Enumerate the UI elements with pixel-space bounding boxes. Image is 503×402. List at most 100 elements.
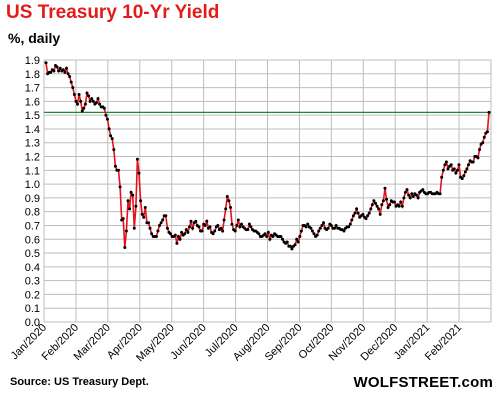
- data-point: [189, 219, 193, 223]
- data-point: [446, 167, 450, 171]
- data-point: [247, 222, 251, 226]
- data-point: [378, 212, 382, 216]
- data-point: [71, 86, 75, 90]
- data-point: [317, 229, 321, 233]
- data-point: [156, 229, 160, 233]
- data-point: [178, 237, 182, 241]
- data-point: [200, 229, 204, 233]
- y-tick-label: 0.4: [25, 262, 40, 274]
- data-point: [139, 199, 143, 203]
- data-point: [405, 188, 409, 192]
- data-point: [82, 106, 86, 110]
- data-point: [180, 230, 184, 234]
- data-point: [132, 226, 136, 230]
- data-point: [143, 206, 147, 209]
- data-point: [285, 240, 289, 244]
- data-point: [441, 168, 445, 172]
- data-point: [452, 167, 456, 171]
- y-tick-label: 1.9: [25, 55, 40, 67]
- data-point: [315, 233, 319, 237]
- data-point: [219, 226, 223, 230]
- data-point: [147, 221, 150, 225]
- data-point: [411, 195, 415, 198]
- data-point: [173, 233, 177, 237]
- data-point: [169, 232, 172, 236]
- data-point: [295, 237, 299, 241]
- data-point: [222, 218, 226, 222]
- data-point: [208, 225, 212, 229]
- data-point: [58, 66, 62, 70]
- data-point: [290, 247, 294, 251]
- data-point: [236, 218, 240, 222]
- data-point: [216, 224, 220, 227]
- data-point: [104, 113, 108, 117]
- data-point: [268, 237, 272, 241]
- data-point: [380, 203, 384, 207]
- data-point: [322, 221, 325, 225]
- data-point: [399, 200, 403, 204]
- data-point: [456, 168, 459, 172]
- data-point: [348, 222, 352, 226]
- data-point: [370, 203, 374, 207]
- data-point: [329, 224, 333, 227]
- data-point: [235, 224, 239, 227]
- data-point: [266, 230, 270, 234]
- data-point: [392, 200, 396, 204]
- data-point: [96, 97, 100, 101]
- data-point: [485, 130, 489, 134]
- data-point: [375, 204, 379, 208]
- data-point: [400, 204, 404, 208]
- data-point: [213, 229, 217, 233]
- data-point: [183, 232, 187, 236]
- data-point: [90, 97, 94, 101]
- data-point: [482, 135, 486, 139]
- data-point: [233, 229, 237, 233]
- data-point: [238, 225, 242, 229]
- data-point: [369, 207, 373, 211]
- data-point: [224, 207, 228, 211]
- data-point: [44, 61, 48, 65]
- data-point: [134, 204, 138, 208]
- y-tick-label: 1.3: [25, 138, 40, 150]
- data-point: [142, 215, 146, 219]
- data-point: [106, 117, 109, 121]
- data-point: [109, 134, 113, 138]
- y-tick-label: 1.7: [25, 83, 40, 95]
- data-point: [121, 217, 125, 221]
- data-point: [403, 190, 407, 194]
- source-note: Source: US Treasury Dept.: [10, 376, 149, 388]
- data-point: [184, 228, 188, 232]
- data-point: [333, 226, 336, 230]
- data-point: [388, 203, 392, 207]
- data-point: [229, 206, 232, 209]
- data-point: [91, 99, 95, 103]
- data-point: [74, 99, 78, 103]
- data-point: [158, 224, 161, 227]
- chart-title: US Treasury 10-Yr Yield: [6, 2, 220, 23]
- data-point: [110, 137, 114, 141]
- data-point: [281, 237, 284, 241]
- data-point: [102, 106, 106, 110]
- data-point: [63, 70, 67, 74]
- brand-logo-text: WOLFSTREET.com: [353, 374, 493, 391]
- data-point: [154, 235, 158, 238]
- data-point: [205, 219, 209, 223]
- data-point: [457, 163, 461, 167]
- data-point: [176, 235, 180, 238]
- data-point: [140, 212, 144, 216]
- data-point: [137, 171, 141, 175]
- data-point: [76, 102, 79, 106]
- data-point: [131, 193, 135, 197]
- data-point: [230, 222, 234, 226]
- data-point: [288, 244, 292, 248]
- data-point: [463, 170, 467, 174]
- y-axis: 0.0 0.1 0.20.3 0.4 0.5 0.6 0.70.8 0.9 1.0 1.11.2 1…: [25, 55, 40, 329]
- data-point: [175, 241, 179, 245]
- data-point: [310, 229, 314, 233]
- data-point: [98, 102, 102, 106]
- data-point: [128, 207, 132, 211]
- data-point: [66, 72, 70, 76]
- data-point: [87, 94, 91, 98]
- data-point: [211, 232, 215, 236]
